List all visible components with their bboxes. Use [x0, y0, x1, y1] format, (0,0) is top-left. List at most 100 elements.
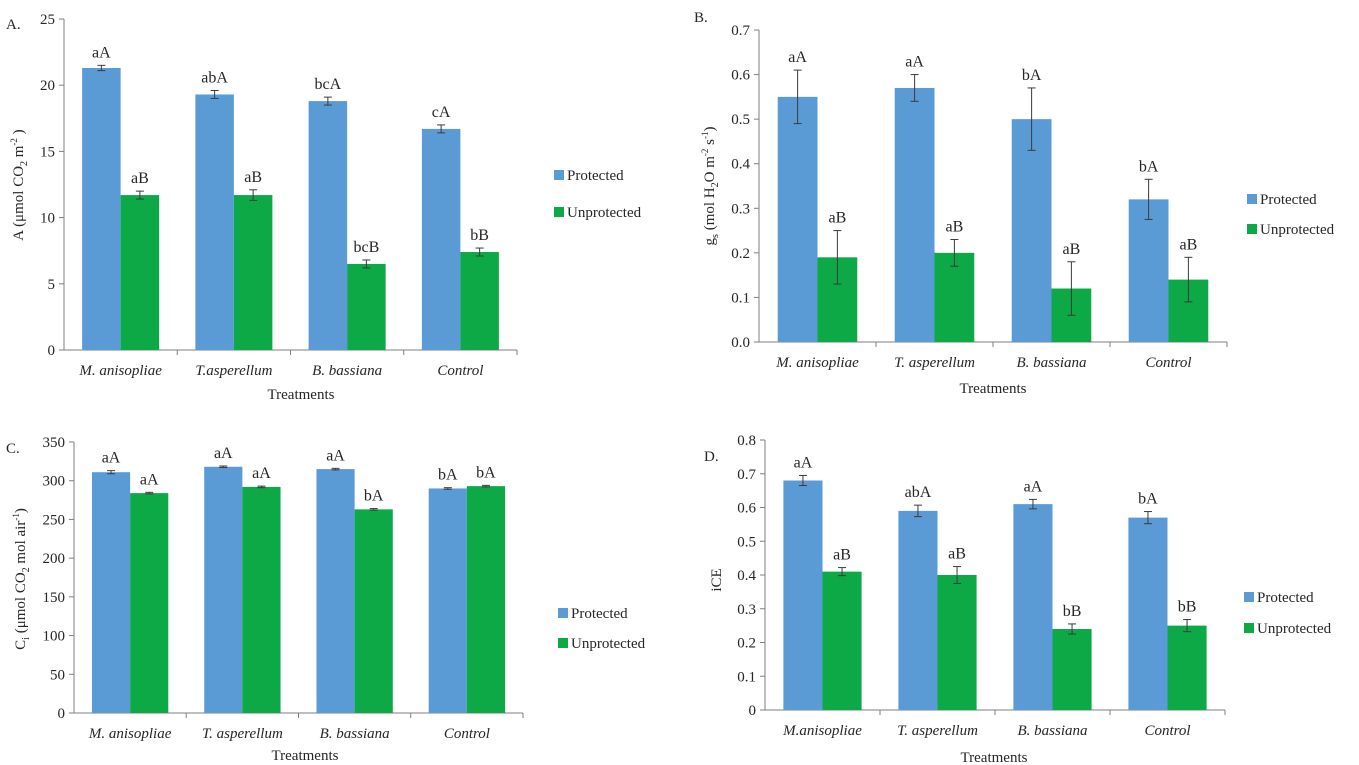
legend: Protected Unprotected — [1244, 590, 1332, 637]
chart-a: 0 5 10 15 20 25 M. anisopliae aA aB T.asperellum a… — [6, 12, 642, 403]
bar-protected — [1128, 517, 1168, 710]
x-tick-label: M. anisopliae — [88, 726, 172, 742]
x-tick-label: B. bassiana — [312, 363, 382, 379]
x-tick-label: B. bassiana — [1016, 355, 1086, 371]
legend-swatch-unprotected — [1247, 224, 1257, 234]
significance-label: bB — [1178, 599, 1197, 616]
legend-swatch-unprotected — [554, 207, 564, 217]
y-axis-title: iCE — [709, 568, 725, 591]
y-tick-label: 100 — [43, 629, 66, 645]
bar-unprotected — [934, 252, 975, 342]
y-tick-label: 0.3 — [737, 602, 756, 618]
x-tick-label: Control — [1145, 355, 1191, 371]
significance-label: aB — [828, 210, 846, 227]
significance-label: bA — [1138, 491, 1158, 508]
bar-unprotected — [460, 252, 499, 350]
legend: Protected Unprotected — [554, 168, 642, 221]
y-tick-label: 50 — [50, 667, 65, 683]
significance-label: aA — [92, 44, 111, 61]
x-tick-label: Control — [444, 726, 490, 742]
legend-label-unprotected: Unprotected — [1260, 222, 1335, 238]
legend-label-unprotected: Unprotected — [567, 205, 642, 221]
significance-label: aA — [140, 471, 159, 488]
legend: Protected Unprotected — [558, 606, 646, 652]
y-tick-label: 350 — [43, 435, 66, 451]
bar-protected — [898, 510, 938, 710]
y-tick-label: 25 — [40, 12, 55, 28]
chart-c: 0 50 100 150 200 250 300 350 M. anisopliae aA aA T.… — [6, 435, 646, 764]
significance-label: aB — [945, 218, 963, 235]
bar-unprotected — [1052, 629, 1092, 710]
y-axis-title: gs (mol H2O m-2 s-1) — [700, 127, 721, 246]
bar-unprotected — [937, 575, 977, 710]
significance-label: aA — [788, 49, 807, 66]
y-tick-label: 20 — [40, 78, 55, 94]
x-tick-label: T. asperellum — [894, 355, 975, 371]
significance-label: aA — [214, 445, 233, 462]
y-tick-label: 300 — [43, 474, 66, 490]
significance-label: aA — [794, 454, 813, 471]
x-axis-title: Treatments — [268, 387, 335, 403]
x-tick-label: B. bassiana — [1017, 723, 1087, 739]
x-tick-label: T.asperellum — [195, 363, 272, 379]
bar-protected — [91, 472, 131, 713]
bar-unprotected — [347, 263, 386, 350]
y-tick-label: 0.5 — [731, 112, 750, 128]
panel-label: A. — [6, 17, 21, 33]
significance-label: bB — [470, 227, 489, 244]
significance-label: aB — [131, 170, 149, 187]
significance-label: aA — [905, 54, 924, 71]
significance-label: aB — [244, 169, 262, 186]
bar-protected — [421, 128, 461, 350]
bar-unprotected — [233, 195, 273, 350]
significance-label: bA — [1139, 158, 1159, 175]
y-tick-label: 0.7 — [737, 467, 756, 483]
x-tick-label: Control — [437, 363, 483, 379]
bar-unprotected — [130, 493, 169, 713]
y-tick-label: 0.1 — [737, 669, 756, 685]
y-tick-label: 0.5 — [737, 534, 756, 550]
significance-label: aB — [1062, 241, 1080, 258]
legend-swatch-protected — [1244, 592, 1254, 602]
bar-unprotected — [354, 509, 393, 713]
bar-unprotected — [120, 195, 160, 350]
bar-protected — [308, 101, 348, 350]
y-tick-label: 0.6 — [731, 68, 750, 84]
legend-swatch-unprotected — [1244, 623, 1254, 633]
significance-label: cA — [432, 104, 451, 121]
y-tick-label: 15 — [40, 144, 55, 160]
y-tick-label: 0.2 — [737, 636, 756, 652]
x-axis-title: Treatments — [961, 750, 1028, 765]
legend-label-unprotected: Unprotected — [571, 636, 646, 652]
significance-label: bcB — [353, 239, 379, 256]
y-axis-title: Ci (μmol CO2 mol air-1) — [11, 508, 32, 650]
panel-label: B. — [694, 10, 708, 26]
bar-protected — [1011, 119, 1052, 343]
significance-label: aA — [326, 447, 345, 464]
y-tick-label: 250 — [43, 512, 66, 528]
significance-label: aB — [1179, 236, 1197, 253]
legend-swatch-unprotected — [558, 638, 568, 648]
chart-panel-c: 0 50 100 150 200 250 300 350 M. anisopliae aA aA T.… — [0, 382, 679, 764]
bar-protected — [195, 94, 234, 350]
legend-swatch-protected — [554, 170, 564, 180]
x-tick-label: T. asperellum — [897, 723, 978, 739]
x-axis-title: Treatments — [272, 748, 339, 764]
bar-protected — [428, 488, 467, 713]
y-tick-label: 0.2 — [731, 246, 750, 262]
y-tick-label: 0 — [749, 703, 757, 719]
legend-label-unprotected: Unprotected — [1257, 621, 1332, 637]
y-tick-label: 0.3 — [731, 201, 750, 217]
x-axis-title: Treatments — [960, 381, 1027, 397]
x-tick-label: M. anisopliae — [78, 363, 162, 379]
legend-label-protected: Protected — [567, 168, 624, 184]
y-tick-label: 0 — [48, 343, 56, 359]
x-tick-label: M. anisopliae — [775, 355, 859, 371]
significance-label: bA — [364, 488, 384, 505]
panel-label: C. — [6, 441, 20, 457]
significance-label: abA — [201, 69, 228, 86]
significance-label: aA — [1024, 478, 1043, 495]
significance-label: bB — [1063, 603, 1082, 620]
chart-panel-b: 0.0 0.1 0.2 0.3 0.4 0.5 0.6 0.7 M. anisopliae aA a… — [679, 0, 1358, 397]
chart-panel-d: 0 0.1 0.2 0.3 0.4 0.5 0.6 0.7 0.8 M.anisopliae aA a… — [679, 382, 1358, 765]
